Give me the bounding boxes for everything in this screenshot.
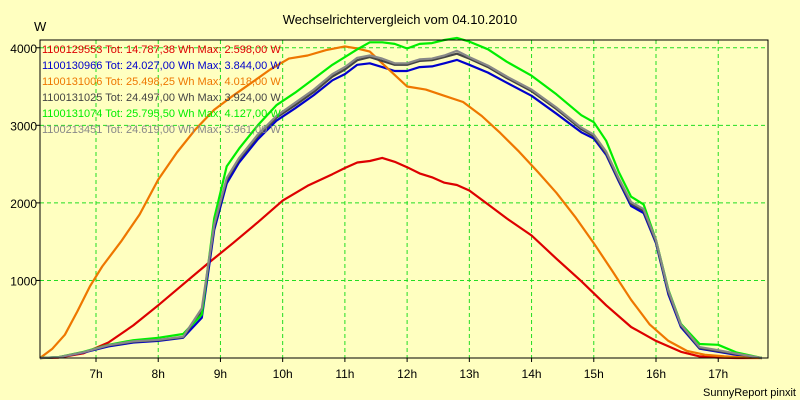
y-tick-label-1: 2000 [10, 197, 37, 211]
legend-entry-1100131025: 1100131025 Tot: 24.497,00 Wh Max: 3.924,… [42, 92, 281, 104]
x-tick-label-8: 15h [584, 367, 604, 381]
y-tick-label-2: 3000 [10, 119, 37, 133]
legend-entry-1100131006: 1100131006 Tot: 25.498,25 Wh Max: 4.018,… [42, 76, 281, 88]
x-tick-label-0: 7h [89, 367, 102, 381]
series-line-1100213451 [39, 49, 762, 360]
y-tick-label-0: 1000 [10, 274, 37, 288]
legend-entry-1100129553: 1100129553 Tot: 14.787,38 Wh Max: 2.598,… [42, 44, 281, 56]
series-line-1100131006 [39, 45, 762, 360]
plot-frame [39, 39, 769, 359]
legend-entry-1100213451: 1100213451 Tot: 24.619,00 Wh Max: 3.961,… [42, 124, 281, 136]
x-tick-label-4: 11h [335, 367, 354, 381]
x-tick-label-2: 9h [214, 367, 227, 381]
chart-title: Wechselrichtervergleich vom 04.10.2010 [283, 12, 518, 27]
x-tick-label-10: 17h [708, 367, 728, 381]
x-tick-label-5: 12h [397, 367, 417, 381]
y-tick-label-3: 4000 [10, 42, 37, 56]
series-lines [39, 36, 763, 360]
x-tick-label-3: 10h [273, 367, 293, 381]
x-tick-label-7: 14h [522, 367, 542, 381]
x-tick-label-1: 8h [152, 367, 165, 381]
y-axis-label: W [34, 19, 47, 34]
legend-entry-1100130966: 1100130966 Tot: 24.027,00 Wh Max: 3.844,… [42, 60, 281, 72]
legend: 1100129553 Tot: 14.787,38 Wh Max: 2.598,… [42, 44, 281, 136]
x-tick-label-9: 16h [646, 367, 666, 381]
x-tick-label-6: 13h [459, 367, 479, 381]
legend-entry-1100131074: 1100131074 Tot: 25.795,50 Wh Max: 4.127,… [42, 108, 281, 120]
footer-credit: SunnyReport pinxit [703, 387, 796, 399]
series-line-1100129553 [39, 156, 762, 360]
axes: 1000 2000 3000 4000 7h 8h 9h 10h 11h 12h 13h 14h 15h… [10, 42, 728, 381]
